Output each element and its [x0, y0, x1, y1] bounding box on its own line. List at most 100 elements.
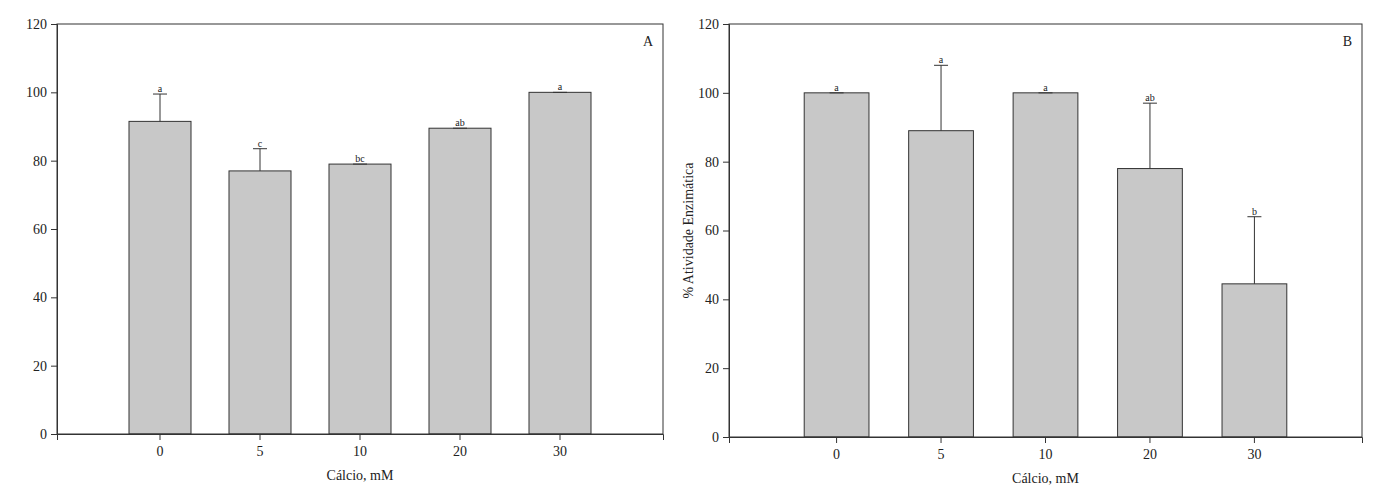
tick: 40 — [33, 290, 57, 305]
error-line — [160, 94, 161, 121]
tick: 0 — [833, 437, 840, 462]
tick: 5 — [257, 434, 264, 459]
tick-mark — [360, 434, 361, 440]
tick: 20 — [33, 359, 57, 374]
tick: 60 — [705, 223, 729, 238]
tick-mark — [51, 366, 57, 367]
tick-label: 30 — [1247, 447, 1261, 462]
tick-label: 10 — [1039, 447, 1053, 462]
tick-label: 80 — [33, 154, 47, 169]
tick-mark — [51, 92, 57, 93]
bar — [429, 128, 491, 434]
x-axis: 0 5 10 20 30 — [58, 434, 664, 459]
panel-title: A — [643, 34, 654, 49]
tick-mark — [460, 434, 461, 440]
tick: 100 — [26, 85, 57, 100]
bar — [529, 92, 591, 434]
tick-mark — [1045, 437, 1046, 443]
tick: 20 — [1143, 437, 1157, 462]
y-axis-title: % Atividade Enzimática — [681, 162, 696, 299]
tick-label: 60 — [705, 223, 719, 238]
tick-label: 80 — [705, 155, 719, 170]
tick-label: 5 — [257, 444, 264, 459]
tick: 120 — [698, 17, 729, 32]
tick-label: 100 — [26, 85, 47, 100]
tick-mark — [51, 297, 57, 298]
frame — [729, 24, 1362, 437]
tick-label: 30 — [553, 444, 567, 459]
panel: aaaabb02040608010012005102030Cálcio, mM%… — [681, 17, 1363, 486]
frame — [57, 24, 663, 434]
tick: 20 — [705, 361, 729, 376]
annotation: c — [258, 138, 263, 149]
annotation: ab — [1145, 92, 1154, 103]
tick-label: 0 — [712, 430, 719, 445]
tick: 10 — [1039, 437, 1053, 462]
annotation: ab — [455, 117, 464, 128]
figure: acbcaba02040608010012005102030Cálcio, mM… — [0, 0, 1374, 498]
bar — [1013, 93, 1078, 437]
x-axis-title: Cálcio, mM — [327, 468, 394, 483]
panel-title: B — [1343, 34, 1352, 49]
error-line — [1254, 217, 1255, 284]
x-axis-title: Cálcio, mM — [1012, 471, 1079, 486]
annotation: a — [558, 81, 563, 92]
tick-mark — [723, 368, 729, 369]
tick: 60 — [33, 222, 57, 237]
plot-area — [804, 65, 1287, 437]
tick: 0 — [157, 434, 164, 459]
tick-label: 5 — [938, 447, 945, 462]
axis-line — [730, 438, 1363, 444]
error-line — [260, 149, 261, 171]
tick-mark — [560, 434, 561, 440]
tick-label: 40 — [705, 292, 719, 307]
tick: 120 — [26, 17, 57, 32]
annotation: bc — [355, 153, 365, 164]
tick: 30 — [553, 434, 567, 459]
tick-label: 40 — [33, 290, 47, 305]
tick-label: 120 — [698, 17, 719, 32]
tick-label: 0 — [40, 427, 47, 442]
tick-mark — [723, 231, 729, 232]
plot-area — [129, 92, 591, 434]
tick-mark — [1254, 437, 1255, 443]
tick: 100 — [698, 86, 729, 101]
tick-label: 60 — [33, 222, 47, 237]
bar — [909, 131, 974, 437]
error-bar — [1247, 217, 1261, 284]
tick-mark — [723, 437, 729, 438]
tick-mark — [723, 162, 729, 163]
tick-label: 10 — [353, 444, 367, 459]
tick: 30 — [1247, 437, 1261, 462]
tick-label: 20 — [33, 359, 47, 374]
tick-mark — [1149, 437, 1150, 443]
tick-mark — [51, 24, 57, 25]
annotation: a — [939, 54, 944, 65]
error-bar — [1143, 103, 1157, 168]
error-line — [1149, 103, 1150, 168]
error-bar — [253, 149, 267, 171]
tick-mark — [723, 93, 729, 94]
tick: 0 — [40, 427, 57, 442]
tick: 10 — [353, 434, 367, 459]
tick-mark — [160, 434, 161, 440]
tick-mark — [941, 437, 942, 443]
bar — [1222, 284, 1287, 437]
tick-label: 120 — [26, 17, 47, 32]
y-axis: 0 20 40 60 80 100 120 — [26, 17, 58, 442]
axis-line — [58, 435, 664, 441]
tick-mark — [51, 434, 57, 435]
tick-label: 100 — [698, 86, 719, 101]
annotation: b — [1252, 206, 1257, 217]
bar — [329, 164, 391, 434]
annotation: a — [834, 82, 839, 93]
tick-mark — [836, 437, 837, 443]
error-line — [941, 65, 942, 130]
annotation: a — [158, 83, 163, 94]
bar — [804, 93, 869, 437]
error-bar — [934, 65, 948, 130]
tick: 80 — [705, 155, 729, 170]
tick: 0 — [712, 430, 729, 445]
x-axis: 0 5 10 20 30 — [730, 437, 1363, 462]
tick: 20 — [453, 434, 467, 459]
